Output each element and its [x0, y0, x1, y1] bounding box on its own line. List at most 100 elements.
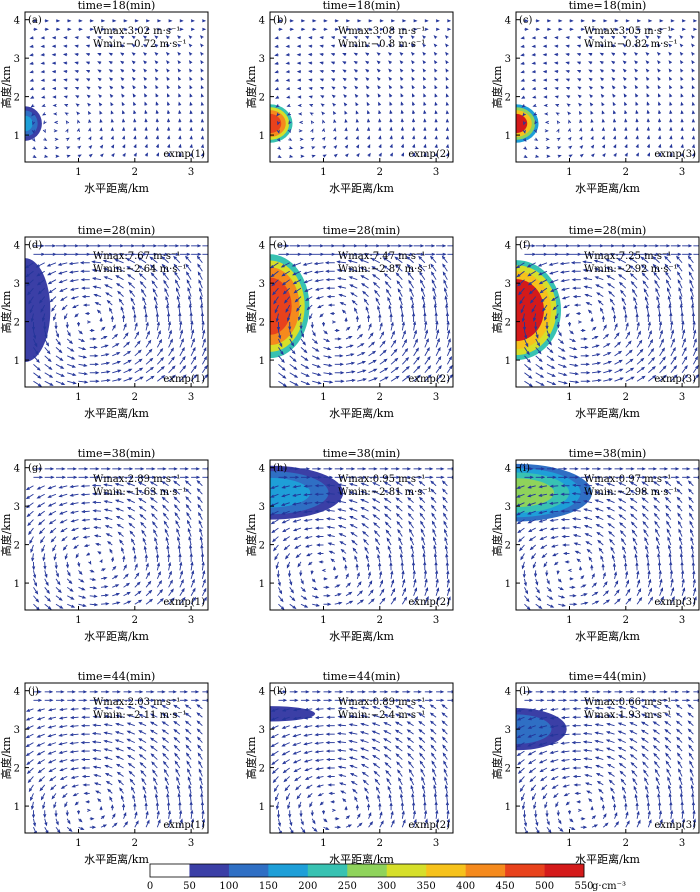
- wind-arrowhead: [445, 51, 449, 56]
- wind-arrow: [390, 588, 396, 596]
- wind-arrow: [540, 536, 548, 540]
- wind-arrowhead: [192, 587, 196, 592]
- wind-arrowhead: [30, 548, 34, 554]
- wind-arrowhead: [596, 531, 601, 536]
- wind-arrowhead: [52, 547, 56, 552]
- wind-arrowhead: [601, 144, 606, 149]
- wind-arrowhead: [122, 152, 126, 157]
- wind-arrowhead: [35, 598, 40, 603]
- wind-arrowhead: [695, 364, 699, 369]
- wind-arrow: [677, 279, 683, 289]
- wind-arrow: [67, 346, 74, 352]
- wind-arrowhead: [109, 548, 113, 553]
- wind-arrowhead: [612, 101, 616, 106]
- wind-arrowhead: [362, 475, 367, 479]
- wind-arrowhead: [117, 531, 122, 536]
- wind-arrowhead: [635, 126, 639, 131]
- wind-arrowhead: [641, 505, 646, 509]
- wind-arrow: [271, 485, 279, 489]
- wind-arrowhead: [365, 52, 370, 56]
- wind-arrowhead: [567, 322, 572, 327]
- wind-arrowhead: [625, 19, 630, 23]
- wind-arrowhead: [203, 596, 207, 601]
- wind-arrowhead: [445, 303, 449, 308]
- wind-arrow: [528, 493, 536, 497]
- wind-arrowhead: [308, 104, 314, 108]
- wind-arrow: [278, 347, 284, 355]
- wind-arrow: [603, 378, 612, 382]
- wind-arrow: [603, 369, 612, 374]
- wind-arrowhead: [412, 135, 416, 140]
- wind-arrowhead: [98, 102, 103, 107]
- wind-arrowhead: [614, 19, 619, 23]
- wind-arrowhead: [330, 36, 336, 40]
- wind-arrowhead: [436, 337, 440, 342]
- wind-arrowhead: [423, 143, 427, 148]
- wind-arrowhead: [165, 43, 170, 48]
- wind-arrowhead: [72, 381, 77, 385]
- wind-arrowhead: [407, 512, 412, 517]
- wind-arrow: [681, 338, 686, 348]
- wind-arrowhead: [376, 35, 381, 40]
- wind-arrow: [607, 490, 615, 495]
- wind-arrowhead: [333, 153, 338, 158]
- wind-arrowhead: [178, 84, 182, 89]
- wind-arrowhead: [123, 27, 128, 31]
- wind-arrowhead: [530, 555, 535, 560]
- wind-arrow: [199, 288, 203, 297]
- wind-arrow: [78, 595, 86, 599]
- wind-arrowhead: [168, 19, 173, 23]
- wind-arrowhead: [420, 520, 424, 525]
- wind-arrow: [434, 553, 437, 562]
- wind-arrowhead: [121, 93, 125, 98]
- wind-arrowhead: [577, 252, 582, 256]
- wind-arrowhead: [408, 520, 412, 525]
- wind-arrowhead: [389, 135, 393, 140]
- wind-arrowhead: [291, 597, 296, 602]
- wind-arrowhead: [410, 43, 415, 48]
- wind-arrowhead: [554, 69, 559, 74]
- wind-arrowhead: [175, 520, 179, 525]
- wind-arrowhead: [138, 599, 143, 603]
- wind-arrow: [595, 268, 604, 272]
- wind-arrowhead: [572, 517, 577, 521]
- wind-arrowhead: [656, 295, 660, 300]
- wind-arrow: [123, 359, 132, 365]
- wind-arrowhead: [333, 127, 337, 132]
- wind-arrowhead: [423, 93, 427, 98]
- wind-arrow: [387, 546, 392, 554]
- wind-arrowhead: [43, 565, 47, 570]
- wind-arrowhead: [302, 588, 306, 593]
- wind-arrowhead: [173, 496, 178, 501]
- wind-arrowhead: [306, 475, 311, 479]
- wind-arrowhead: [567, 127, 571, 132]
- wind-arrow: [338, 516, 347, 521]
- wind-arrowhead: [47, 486, 52, 490]
- wind-arrow: [539, 510, 548, 514]
- wind-arrow: [44, 380, 53, 386]
- wind-arrowhead: [293, 289, 298, 294]
- wind-arrowhead: [549, 349, 554, 354]
- wind-arrowhead: [68, 261, 73, 266]
- wind-arrowhead: [389, 126, 393, 131]
- wmax-text: Wmax:7.25 m·s⁻¹: [584, 251, 671, 262]
- wind-arrow: [572, 501, 581, 504]
- wind-arrowhead: [528, 537, 533, 542]
- wind-arrowhead: [346, 326, 351, 331]
- wind-arrow: [585, 533, 593, 537]
- wind-arrowhead: [603, 27, 608, 31]
- wind-arrowhead: [548, 271, 554, 275]
- wind-arrow: [105, 284, 113, 289]
- wind-arrowhead: [303, 518, 308, 522]
- wind-arrowhead: [155, 553, 160, 558]
- wind-arrowhead: [643, 528, 647, 533]
- wind-arrowhead: [646, 84, 650, 89]
- wind-arrow: [93, 510, 102, 512]
- wind-arrowhead: [149, 481, 154, 485]
- wind-arrowhead: [160, 597, 164, 602]
- wind-arrowhead: [565, 86, 570, 90]
- wind-arrowhead: [29, 44, 34, 48]
- wind-arrowhead: [171, 356, 175, 361]
- wind-arrow: [357, 378, 366, 382]
- wind-arrowhead: [383, 481, 388, 485]
